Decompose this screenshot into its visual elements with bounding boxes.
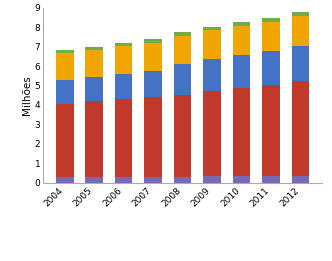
Bar (262, 176, 280, 183)
Bar (292, 46, 309, 81)
Bar (292, 81, 309, 176)
Bar (56, 104, 73, 177)
Bar (56, 53, 73, 80)
Bar (115, 177, 132, 183)
Bar (233, 55, 250, 88)
Bar (115, 99, 132, 177)
Bar (85, 47, 103, 50)
Bar (56, 80, 73, 104)
Bar (203, 176, 221, 183)
Bar (174, 177, 192, 183)
Bar (56, 50, 73, 53)
Bar (203, 30, 221, 59)
Bar (262, 22, 280, 51)
Bar (233, 22, 250, 26)
Bar (174, 32, 192, 36)
Bar (203, 59, 221, 91)
Bar (85, 50, 103, 77)
Bar (233, 26, 250, 55)
Y-axis label: Milhões: Milhões (22, 75, 32, 115)
Bar (292, 16, 309, 46)
Bar (144, 177, 162, 183)
Bar (144, 71, 162, 97)
Bar (115, 43, 132, 46)
Bar (203, 91, 221, 176)
Bar (174, 36, 192, 64)
Bar (144, 39, 162, 43)
Bar (292, 176, 309, 183)
Bar (85, 102, 103, 177)
Bar (144, 97, 162, 177)
Bar (262, 18, 280, 22)
Bar (56, 177, 73, 183)
Bar (174, 95, 192, 177)
Bar (144, 43, 162, 71)
Bar (233, 88, 250, 176)
Bar (292, 12, 309, 16)
Bar (115, 74, 132, 99)
Bar (262, 51, 280, 85)
Bar (233, 176, 250, 183)
Bar (174, 64, 192, 95)
Bar (203, 27, 221, 30)
Bar (85, 177, 103, 183)
Bar (262, 85, 280, 176)
Bar (85, 77, 103, 102)
Bar (115, 46, 132, 74)
